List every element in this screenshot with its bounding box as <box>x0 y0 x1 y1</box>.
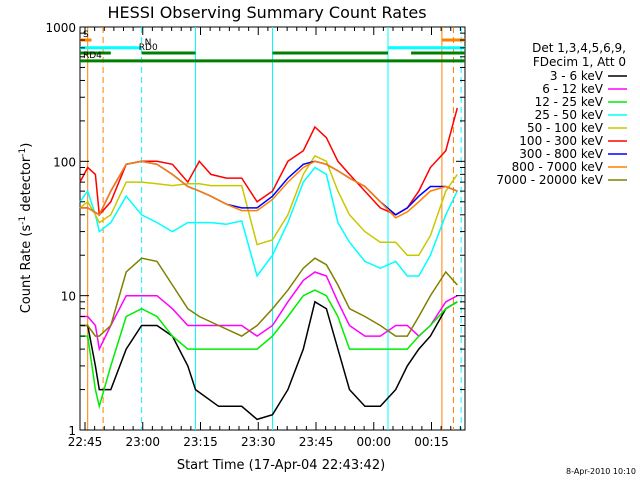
legend-label-1: 6 - 12 keV <box>542 82 604 96</box>
x-tick-label-3: 23:30 <box>241 435 276 449</box>
series-line-4 <box>79 154 458 256</box>
flag-label-s: S <box>83 30 89 40</box>
flag-label-rd0: RD0 <box>139 43 158 53</box>
legend-label-2: 12 - 25 keV <box>535 95 604 109</box>
y-tick-label-100: 100 <box>53 155 76 169</box>
series-line-1 <box>80 271 458 352</box>
generation-timestamp: 8-Apr-2010 10:10 <box>566 467 636 476</box>
x-tick-label-6: 00:15 <box>414 435 449 449</box>
x-tick-label-0: 22:45 <box>68 435 103 449</box>
y-tick-label-10: 10 <box>61 290 76 304</box>
series-line-2 <box>80 289 458 410</box>
legend-label-5: 100 - 300 keV <box>519 134 603 148</box>
legend-label-6: 300 - 800 keV <box>519 147 603 161</box>
legend-label-4: 50 - 100 keV <box>527 121 604 135</box>
flag-label-rd4: RD4 <box>83 51 102 61</box>
y-axis-label: Count Rate (s-1 detector-1) <box>18 143 34 314</box>
legend-label-7: 800 - 7000 keV <box>512 160 604 174</box>
series-line-8 <box>80 257 458 337</box>
x-tick-label-1: 23:00 <box>125 435 160 449</box>
series-line-0 <box>80 300 458 421</box>
series-line-7 <box>80 160 458 219</box>
series-line-3 <box>79 166 458 278</box>
legend-label-8: 7000 - 20000 keV <box>496 173 603 187</box>
series-line-6 <box>80 160 458 216</box>
y-axis: 1 10 100 1000 <box>45 21 465 438</box>
x-axis-label: Start Time (17-Apr-04 22:43:42) <box>177 458 385 473</box>
chart-title: HESSI Observing Summary Count Rates <box>107 3 426 22</box>
y-tick-label-1000: 1000 <box>45 21 76 35</box>
y-tick-label-1: 1 <box>68 424 76 438</box>
x-axis: 22:45 23:00 23:15 23:30 23:45 00:00 00:15 <box>68 27 461 449</box>
x-tick-label-4: 23:45 <box>299 435 334 449</box>
legend-label-0: 3 - 6 keV <box>550 69 604 83</box>
series-lines <box>79 107 459 421</box>
x-tick-label-5: 00:00 <box>356 435 391 449</box>
legend-header-line-2: FDecim 1, Att 0 <box>533 55 626 69</box>
legend-header-line-1: Det 1,3,4,5,6,9, <box>532 41 626 55</box>
x-tick-label-2: 23:15 <box>183 435 218 449</box>
legend-label-3: 25 - 50 keV <box>535 108 604 122</box>
legend: Det 1,3,4,5,6,9, FDecim 1, Att 0 3 - 6 k… <box>496 41 627 187</box>
flag-label-n: N <box>145 38 152 48</box>
